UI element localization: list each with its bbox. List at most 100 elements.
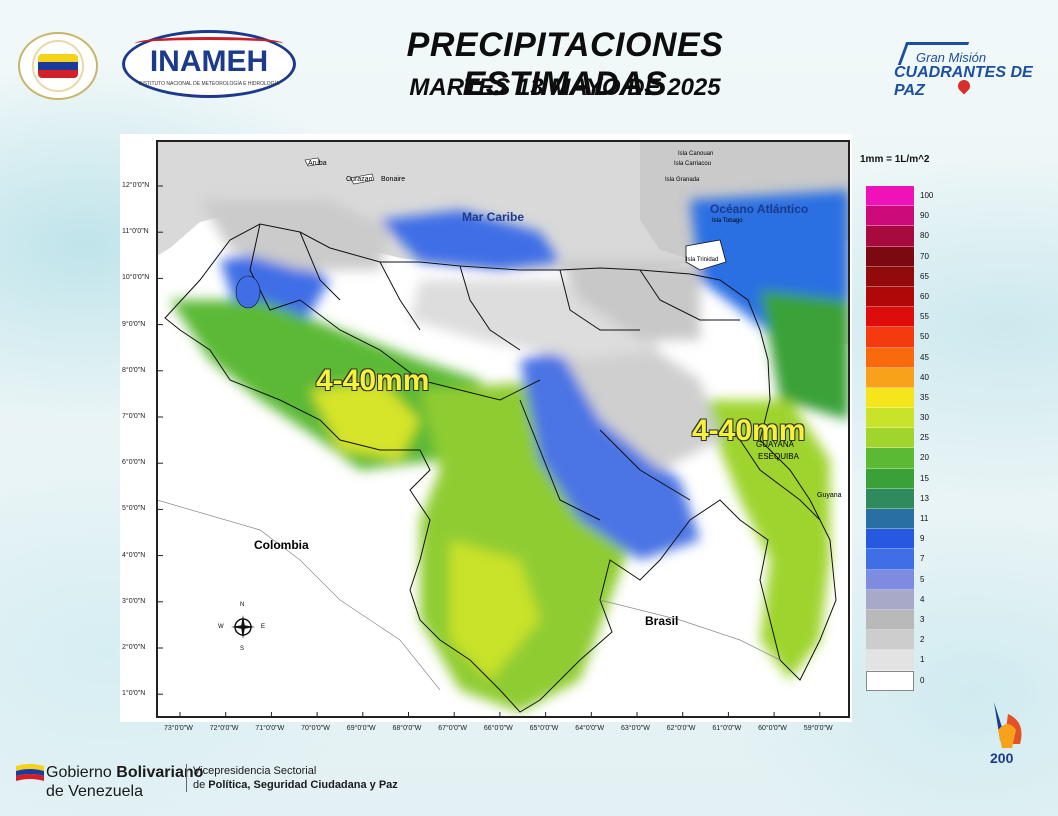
label-colombia: Colombia (254, 538, 309, 552)
y-tick-label: 11°0'0"N (122, 228, 149, 236)
legend-row: 2 (866, 630, 924, 651)
label-canouan: Isla Canouan (678, 151, 714, 157)
y-tick-label: 8°0'0"N (122, 366, 146, 374)
x-tick-label: 59°0'0"W (803, 725, 833, 732)
legend-value: 4 (920, 594, 925, 604)
y-tick-label: 1°0'0"N (122, 690, 146, 698)
legend-row: 20 (866, 448, 929, 469)
anniv-number: 200 (990, 750, 1014, 766)
legend-row: 3 (866, 609, 924, 631)
label-guayana: GUAYANA (756, 440, 794, 449)
legend-swatch (866, 226, 914, 247)
colombia-border-line (157, 499, 441, 691)
legend-value: 70 (920, 251, 929, 261)
label-mar-caribe: Mar Caribe (462, 210, 525, 224)
footer-vicepresidencia: Vicepresidencia Sectorial de Política, S… (186, 764, 398, 792)
legend-swatch (866, 529, 914, 550)
gran-mision-line2: CUADRANTES DE PAZ (894, 64, 1033, 99)
y-tick-label: 9°0'0"N (122, 320, 146, 328)
legend-row: 1 (866, 650, 924, 671)
venezuela-flag-icon (38, 54, 78, 78)
legend-swatch (866, 630, 914, 651)
footer-gov-line1-b: Bolivariano (116, 764, 204, 782)
x-tick-label: 68°0'0"W (392, 725, 422, 732)
legend-value: 5 (920, 574, 925, 584)
legend-swatch (866, 186, 914, 207)
legend-swatch (866, 670, 914, 691)
label-oceano-atlantico: Océano Atlántico (710, 202, 809, 216)
legend-row: 13 (866, 488, 929, 509)
page-subtitle: MARTES 13 MAYO DE 2025 (409, 74, 721, 101)
label-aruba: Aruba (308, 160, 327, 167)
legend-title: 1mm = 1L/m^2 (860, 154, 930, 165)
legend-swatch (866, 286, 914, 308)
footer-vp-line1: Vicepresidencia Sectorial (193, 765, 317, 777)
label-guyana: Guyana (817, 492, 842, 499)
legend-row: 100 (866, 186, 933, 207)
x-tick-label: 65°0'0"W (529, 725, 559, 732)
legend-value: 80 (920, 231, 929, 241)
legend-swatch (866, 428, 914, 449)
aruba-island (304, 157, 321, 167)
legend-row: 7 (866, 549, 924, 570)
legend-value: 35 (920, 392, 929, 402)
footer-vp-line2-a: de (193, 779, 209, 791)
footer-vp-line2-b: Política, Seguridad Ciudadana y Paz (208, 779, 398, 791)
trinidad-island (685, 239, 727, 271)
y-tick-label: 7°0'0"N (122, 413, 146, 420)
legend-swatch (866, 609, 914, 631)
footer-gov-line1-a: Gobierno (46, 764, 117, 782)
legend-value: 20 (920, 453, 929, 463)
page-title: PRECIPITACIONES ESTIMADAS (406, 26, 724, 103)
inameh-logo-text: INAMEH (149, 45, 269, 78)
y-tick-label: 12°0'0"N (122, 182, 150, 189)
legend-row: 4 (866, 589, 924, 610)
x-tick-label: 70°0'0"W (301, 725, 330, 732)
curazao-island (349, 173, 375, 185)
legend-value: 9 (920, 534, 925, 544)
legend-row: 60 (866, 286, 929, 308)
legend-value: 60 (920, 291, 929, 301)
gran-mision-line1: Gran Misión (916, 50, 987, 65)
label-esequiba: ESEQUIBA (758, 452, 799, 461)
legend-swatch (866, 589, 914, 610)
legend-value: 2 (920, 635, 925, 645)
lake-maracaibo (235, 275, 261, 309)
legend-row: 25 (866, 428, 929, 449)
legend-row: 65 (866, 266, 929, 287)
legend-value: 50 (920, 332, 929, 342)
x-tick-label: 62°0'0"W (666, 725, 696, 732)
compass-e: E (261, 624, 266, 630)
legend-row: 5 (866, 569, 924, 590)
x-tick-label: 69°0'0"W (346, 725, 376, 732)
legend-swatch (866, 488, 914, 509)
legend-value: 100 (920, 191, 934, 200)
bicentenary-logo: 200 (986, 700, 1030, 786)
legend-value: 0 (920, 675, 925, 685)
label-bonaire: Bonaire (381, 176, 406, 183)
compass-s: S (240, 646, 245, 652)
inameh-logo-subtitle: INSTITUTO NACIONAL DE METEOROLOGÍA E HID… (138, 81, 280, 87)
legend-row: 40 (866, 367, 929, 388)
legend-row: 15 (866, 468, 929, 489)
legend-row: 70 (866, 246, 929, 267)
legend-value: 55 (920, 312, 929, 322)
legend-value: 1 (920, 655, 925, 665)
footer-government-logo: Gobierno Bolivariano de Venezuela (16, 762, 203, 800)
x-tick-label: 67°0'0"W (438, 725, 467, 732)
y-tick-label: 6°0'0"N (122, 459, 146, 467)
legend-row: 30 (866, 408, 929, 429)
legend-swatch (866, 408, 914, 429)
legend-swatch (866, 206, 914, 227)
legend-swatch (866, 246, 914, 267)
legend-swatch (866, 509, 914, 530)
brazil-border-line (599, 599, 781, 661)
legend-swatch (866, 448, 914, 469)
label-tobago: Isla Tobago (712, 218, 743, 224)
legend-swatch (866, 266, 914, 287)
x-tick-label: 63°0'0"W (621, 725, 650, 732)
gran-mision-logo: Gran Misión CUADRANTES DE PAZ (888, 42, 1048, 99)
legend-swatch (866, 307, 914, 328)
legend-value: 25 (920, 433, 929, 443)
legend-value: 11 (920, 514, 929, 523)
